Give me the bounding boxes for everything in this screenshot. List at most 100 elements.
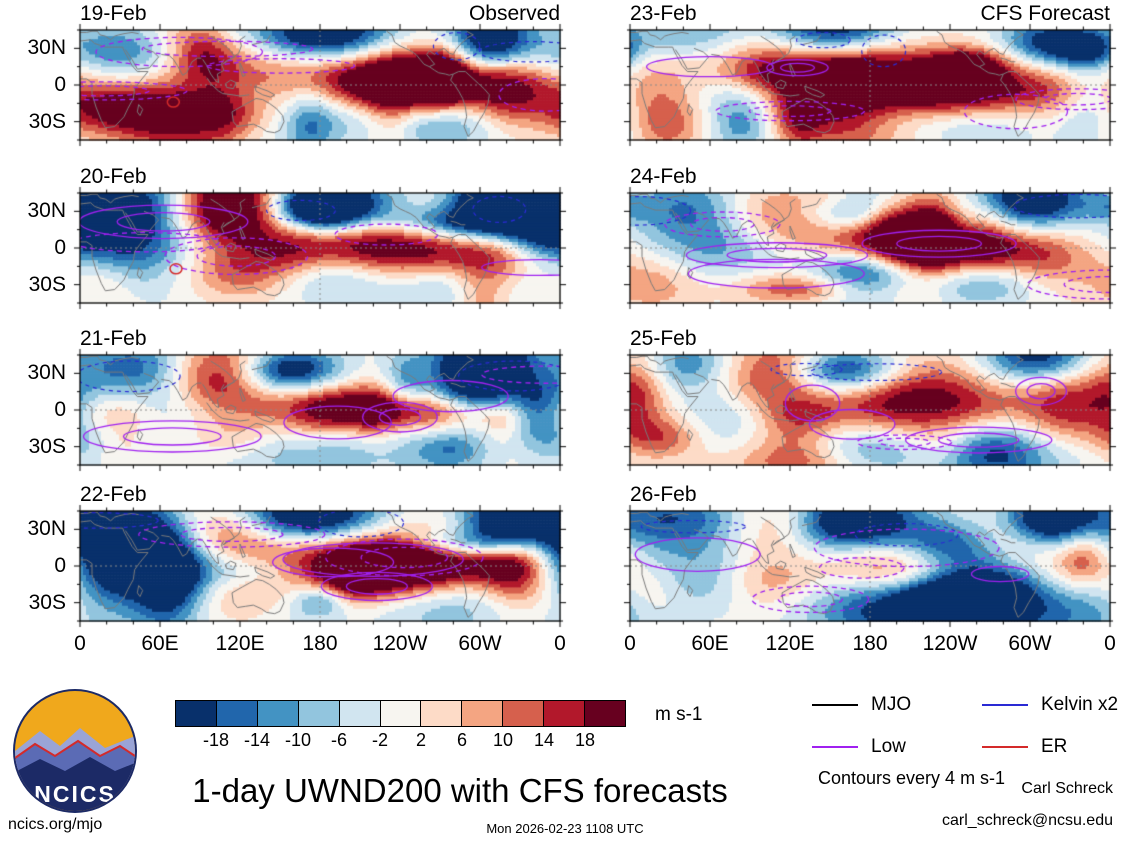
panel-date-label: 24-Feb — [630, 165, 697, 188]
legend-item: MJO — [812, 694, 982, 716]
colorbar-tick-label: 2 — [415, 730, 427, 750]
panel-date-label: 26-Feb — [630, 483, 697, 506]
colorbar-segment — [585, 701, 625, 726]
uwnd-map-canvas — [622, 185, 1118, 311]
map-panel: 25-Feb — [622, 328, 1118, 473]
x-axis-tick-label: 180 — [302, 632, 338, 655]
plot-title: 1-day UWND200 with CFS forecasts — [192, 772, 728, 809]
panel-date-label: 25-Feb — [630, 327, 697, 350]
legend-label: Kelvin x2 — [1041, 694, 1119, 715]
colorbar-wrap: -18 -14 -10 -6 -2 2 6 10 14 18 — [175, 700, 626, 750]
site-url: ncics.org/mjo — [8, 816, 103, 833]
contour-note: Contours every 4 m s-1 — [818, 768, 1006, 788]
colorbar-tick-label: -14 — [243, 730, 271, 750]
colorbar-tick-label: 14 — [533, 730, 555, 750]
x-axis-tick-label: 0 — [74, 632, 86, 655]
uwnd-map-canvas — [72, 185, 568, 311]
legend-line-sample — [812, 704, 858, 706]
uwnd-map-canvas — [622, 503, 1118, 629]
legend-label: Low — [871, 736, 906, 757]
x-axis-tick-label: 0 — [1104, 632, 1116, 655]
logo-text: NCICS — [34, 781, 116, 807]
colorbar-tick-label: -18 — [202, 730, 230, 750]
y-axis-tick-label: 0 — [54, 73, 66, 96]
x-axis-tick-label: 180 — [852, 632, 888, 655]
y-axis-tick-label: 30N — [27, 361, 66, 384]
y-axis-tick-label: 30S — [28, 591, 66, 614]
colorbar-segment — [339, 701, 381, 726]
map-panel: 20-Feb 30N 0 30S — [27, 166, 568, 311]
map-panel: 19-Feb Observed 30N 0 30S — [27, 3, 568, 148]
ncics-logo: NCICS — [13, 689, 137, 813]
x-axis-tick-label: 120E — [765, 632, 815, 655]
colorbar-tick-label: 18 — [574, 730, 596, 750]
legend-label: MJO — [871, 694, 912, 715]
colorbar-tick-label: 10 — [492, 730, 514, 750]
y-axis-tick-label: 30N — [27, 517, 66, 540]
colorbar-segment — [257, 701, 299, 726]
legend-item: Low — [812, 736, 982, 758]
y-axis-tick-label: 30N — [27, 199, 66, 222]
y-axis-tick-label: 0 — [54, 398, 66, 421]
y-axis-tick-label: 30S — [28, 435, 66, 458]
map-panel: 24-Feb — [622, 166, 1118, 311]
panel-date-label: 21-Feb — [80, 327, 147, 350]
x-axis-tick-label: 60W — [458, 632, 502, 655]
uwnd-map-canvas — [622, 347, 1118, 473]
panel-date-label: 20-Feb — [80, 165, 147, 188]
colorbar-tick-label: -10 — [284, 730, 312, 750]
colorbar-tick-label: 6 — [456, 730, 468, 750]
x-axis-tick-label: 60E — [691, 632, 729, 655]
colorbar-segment — [380, 701, 422, 726]
uwnd-map-canvas — [72, 347, 568, 473]
panel-date-label: 23-Feb — [630, 2, 697, 25]
legend-item: Kelvin x2 — [982, 694, 1135, 716]
colorbar-segment — [298, 701, 340, 726]
panel-column-header: CFS Forecast — [980, 2, 1110, 25]
x-axis-tick-label: 0 — [624, 632, 636, 655]
colorbar-ticks: -18 -14 -10 -6 -2 2 6 10 14 18 — [175, 727, 626, 750]
y-axis-tick-label: 30S — [28, 273, 66, 296]
colorbar-tick-label: -6 — [330, 730, 348, 750]
timestamp: Mon 2026-02-23 1108 UTC — [486, 821, 644, 836]
y-axis-tick-label: 0 — [54, 236, 66, 259]
panel-date-label: 22-Feb — [80, 483, 147, 506]
x-axis-tick-label: 60E — [141, 632, 179, 655]
legend-line-sample — [982, 704, 1028, 706]
colorbar-units: m s-1 — [655, 704, 703, 725]
author-email: carl_schreck@ncsu.edu — [942, 812, 1113, 829]
x-axis-tick-label: 120E — [215, 632, 265, 655]
uwnd-map-canvas — [72, 22, 568, 148]
legend-label: ER — [1041, 736, 1068, 757]
uwnd-map-canvas — [72, 503, 568, 629]
colorbar-segment — [421, 701, 463, 726]
x-axis-tick-label: 120W — [922, 632, 978, 655]
colorbar-segment — [544, 701, 586, 726]
colorbar-segment — [176, 701, 217, 726]
y-axis-tick-label: 30S — [28, 110, 66, 133]
y-axis-tick-label: 30N — [27, 36, 66, 59]
x-axis: 0 60E 120E 180 120W 60W 0 0 60E 120E 180… — [0, 632, 1135, 658]
logo-mountains-front — [15, 757, 135, 811]
uwnd-map-canvas — [622, 22, 1118, 148]
legend-line-sample — [812, 746, 858, 748]
map-panel: 26-Feb — [622, 484, 1118, 629]
map-panel: 23-Feb CFS Forecast — [622, 3, 1118, 148]
legend-line-sample — [982, 746, 1028, 748]
colorbar — [175, 700, 626, 727]
legend-item: ER — [982, 736, 1135, 758]
contour-legend: MJO Low Kelvin x2 ER — [812, 694, 1135, 758]
x-axis-tick-label: 0 — [554, 632, 566, 655]
panel-column-header: Observed — [468, 2, 560, 25]
colorbar-segment — [216, 701, 258, 726]
logo-ridge-line — [15, 739, 135, 759]
x-axis-tick-label: 120W — [372, 632, 428, 655]
map-panel: 21-Feb 30N 0 30S — [27, 328, 568, 473]
colorbar-tick-label: -2 — [371, 730, 389, 750]
x-axis-tick-label: 60W — [1008, 632, 1052, 655]
author-credit: Carl Schreck — [1021, 780, 1113, 797]
map-panel: 22-Feb 30N 0 30S — [27, 484, 568, 629]
colorbar-segment — [503, 701, 545, 726]
y-axis-tick-label: 0 — [54, 554, 66, 577]
